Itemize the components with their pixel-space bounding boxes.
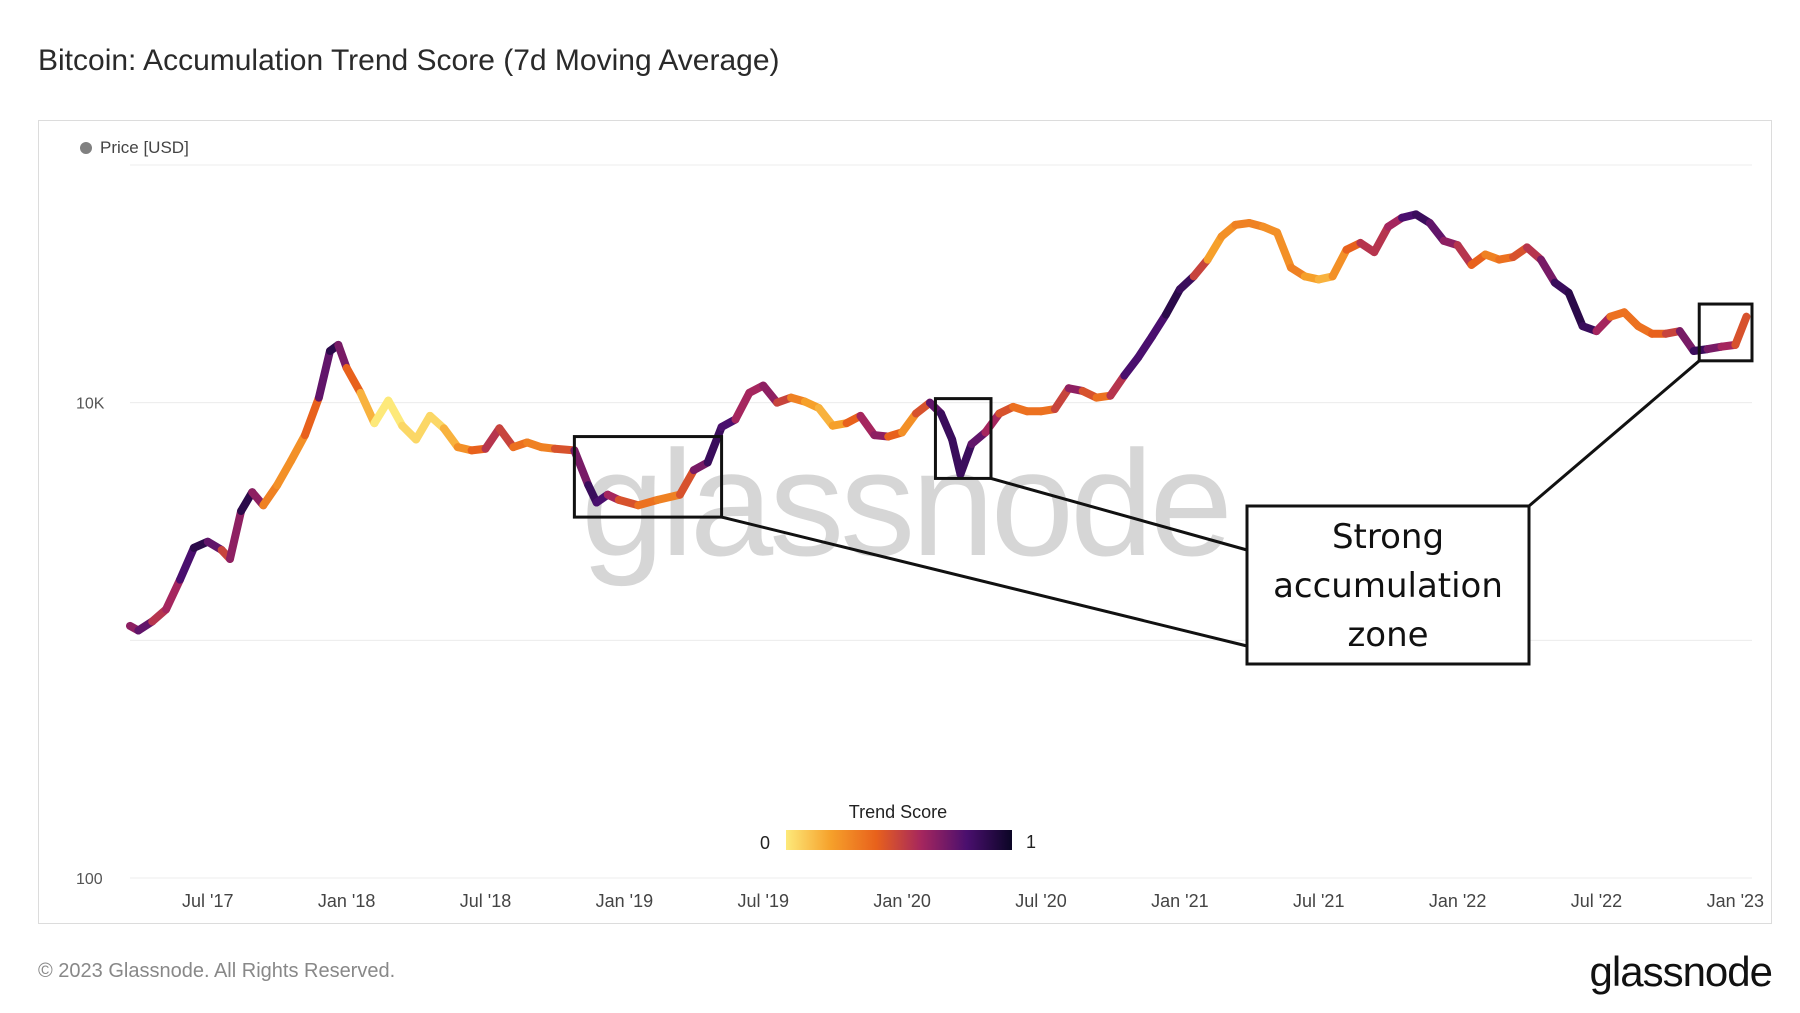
legend[interactable]: Price [USD] <box>80 138 189 158</box>
colorbar: Trend Score 0 1 <box>760 802 1036 853</box>
annotation-box <box>572 435 724 519</box>
price-segment <box>1106 371 1129 400</box>
copyright-text: © 2023 Glassnode. All Rights Reserved. <box>38 960 396 982</box>
x-tick-label: Jan '20 <box>873 891 930 911</box>
annotation-line-1: Strong <box>1332 517 1444 557</box>
price-segment <box>1148 310 1170 341</box>
x-tick-label: Jul '18 <box>460 891 511 911</box>
price-segment <box>1203 232 1226 264</box>
colorbar-max-label: 1 <box>1026 832 1036 852</box>
chart-frame <box>38 120 1772 924</box>
x-tick-label: Jul '21 <box>1293 891 1344 911</box>
gridlines <box>130 164 1752 879</box>
x-tick-label: Jan '22 <box>1429 891 1486 911</box>
annotation-box <box>1697 302 1754 363</box>
price-segment <box>703 422 726 467</box>
annotation-leader-lines <box>721 359 1701 648</box>
x-tick-label: Jul '22 <box>1571 891 1622 911</box>
price-segment <box>412 411 434 444</box>
page-title: Bitcoin: Accumulation Trend Score (7d Mo… <box>38 44 780 77</box>
price-segment <box>356 388 379 428</box>
price-segment <box>1273 228 1295 272</box>
y-tick-label: 10K <box>76 396 105 413</box>
price-segment <box>175 543 198 584</box>
y-tick-labels: 100 10K <box>76 396 105 888</box>
x-tick-label: Jan '19 <box>596 891 653 911</box>
price-series <box>126 210 1751 635</box>
legend-dot-icon <box>80 142 92 154</box>
price-segment <box>1370 222 1393 257</box>
price-segment <box>1453 241 1476 269</box>
price-segment <box>731 388 754 424</box>
brand-logo[interactable]: glassnode <box>1589 948 1773 995</box>
price-segment <box>273 456 296 490</box>
price-segment <box>287 431 309 465</box>
annotation-line-2: accumulation <box>1273 566 1503 606</box>
price-segment <box>1050 384 1073 414</box>
price-segment <box>1161 285 1184 319</box>
price-segment <box>342 363 365 397</box>
annotation-boxes <box>572 302 1754 519</box>
price-segment <box>937 409 957 444</box>
price-segment <box>570 446 593 490</box>
x-tick-label: Jan '18 <box>318 891 375 911</box>
price-segment <box>1134 332 1157 362</box>
price-segment <box>1675 327 1698 355</box>
price-segment <box>225 507 246 563</box>
leader-line <box>1528 359 1701 508</box>
x-tick-label: Jan '23 <box>1707 891 1764 911</box>
price-segment <box>956 440 976 479</box>
annotation-callout: Strong accumulation zone <box>1245 504 1531 666</box>
annotation-callout-box <box>1245 504 1531 666</box>
watermark: glassnode <box>581 419 1229 587</box>
legend-label: Price [USD] <box>100 138 189 157</box>
price-segment <box>1564 288 1587 331</box>
colorbar-bar <box>786 830 1012 850</box>
price-segment <box>162 575 184 614</box>
price-segment <box>1731 312 1751 349</box>
colorbar-title: Trend Score <box>849 802 947 822</box>
x-tick-labels: Jul '17 Jan '18 Jul '18 Jan '19 Jul '19 Jan '… <box>182 891 1764 911</box>
price-segment <box>334 340 351 372</box>
price-segment <box>384 396 407 430</box>
x-tick-label: Jul '20 <box>1015 891 1066 911</box>
price-segment <box>1328 245 1351 281</box>
price-segment <box>314 346 334 402</box>
x-tick-label: Jan '21 <box>1151 891 1208 911</box>
price-segment <box>300 393 323 440</box>
price-segment <box>1536 255 1559 287</box>
annotation-line-3: zone <box>1347 615 1428 655</box>
leader-line <box>990 476 1248 552</box>
x-tick-label: Jul '19 <box>738 891 789 911</box>
x-tick-label: Jul '17 <box>182 891 233 911</box>
colorbar-min-label: 0 <box>760 833 770 853</box>
annotation-box <box>933 397 993 480</box>
price-segment <box>675 466 698 499</box>
y-tick-label: 100 <box>76 871 103 888</box>
leader-line <box>721 515 1248 648</box>
price-segment <box>259 481 282 510</box>
